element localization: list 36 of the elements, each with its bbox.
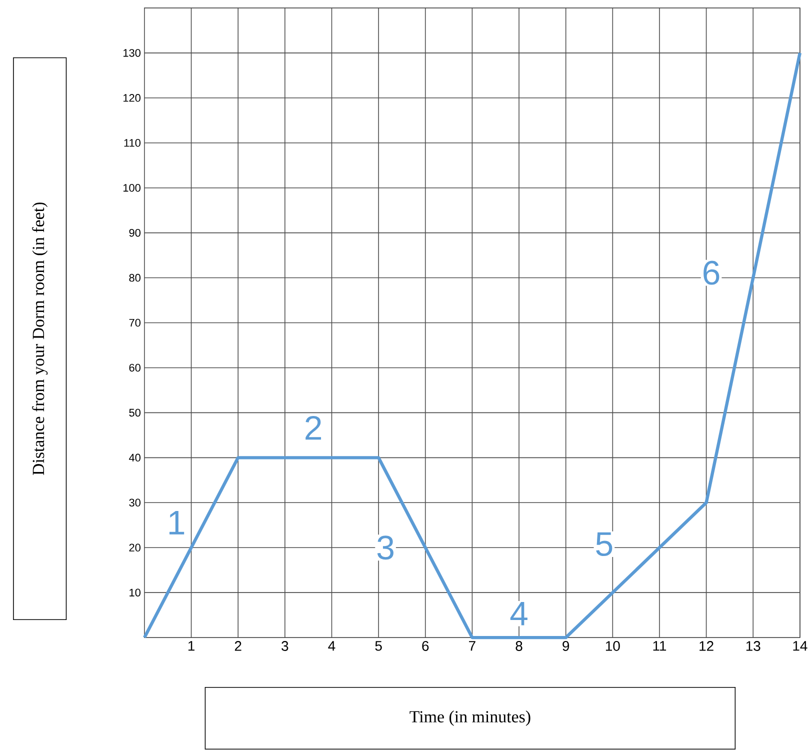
x-tick-label: 6 xyxy=(422,641,429,652)
x-tick-label: 12 xyxy=(700,641,714,652)
y-tick-label: 70 xyxy=(129,319,140,327)
y-tick-label: 130 xyxy=(123,49,140,58)
annotation: 2 xyxy=(306,416,322,440)
x-tick-label: 7 xyxy=(469,641,476,651)
x-tick-label: 2 xyxy=(234,641,242,652)
y-tick-label: 10 xyxy=(130,588,140,597)
annotation: 5 xyxy=(596,532,612,556)
annotation: 6 xyxy=(704,261,720,286)
y-tick-label: 80 xyxy=(129,274,140,282)
annotation: 4 xyxy=(510,602,528,626)
x-tick-label: 1 xyxy=(188,641,194,651)
line-series xyxy=(142,52,802,640)
x-tick-label: 4 xyxy=(328,641,336,651)
x-tick-label: 8 xyxy=(516,641,522,652)
y-axis-title: Distance from your Dorm room (in feet) xyxy=(32,202,48,476)
y-tick-label: 40 xyxy=(128,454,140,462)
y-tick-label: 30 xyxy=(129,499,140,507)
x-axis-title: Time (in minutes) xyxy=(410,710,530,726)
y-tick-label: 120 xyxy=(123,94,140,102)
x-tick-label: 13 xyxy=(746,641,760,652)
x-tick-label: 10 xyxy=(606,641,620,652)
annotation: 1 xyxy=(169,511,184,535)
y-tick-label: 100 xyxy=(123,184,140,192)
x-tick-label: 3 xyxy=(282,641,288,652)
y-tick-label: 20 xyxy=(129,544,140,552)
x-tick-label: 14 xyxy=(793,641,808,651)
x-tick-label: 5 xyxy=(375,641,382,652)
y-tick-label: 90 xyxy=(129,229,140,237)
y-tick-label: 110 xyxy=(124,139,140,147)
x-tick-label: 11 xyxy=(653,641,666,651)
y-tick-label: 50 xyxy=(129,409,140,417)
y-tick-label: 60 xyxy=(129,364,140,372)
annotation: 3 xyxy=(377,536,394,560)
x-tick-label: 9 xyxy=(562,641,570,652)
